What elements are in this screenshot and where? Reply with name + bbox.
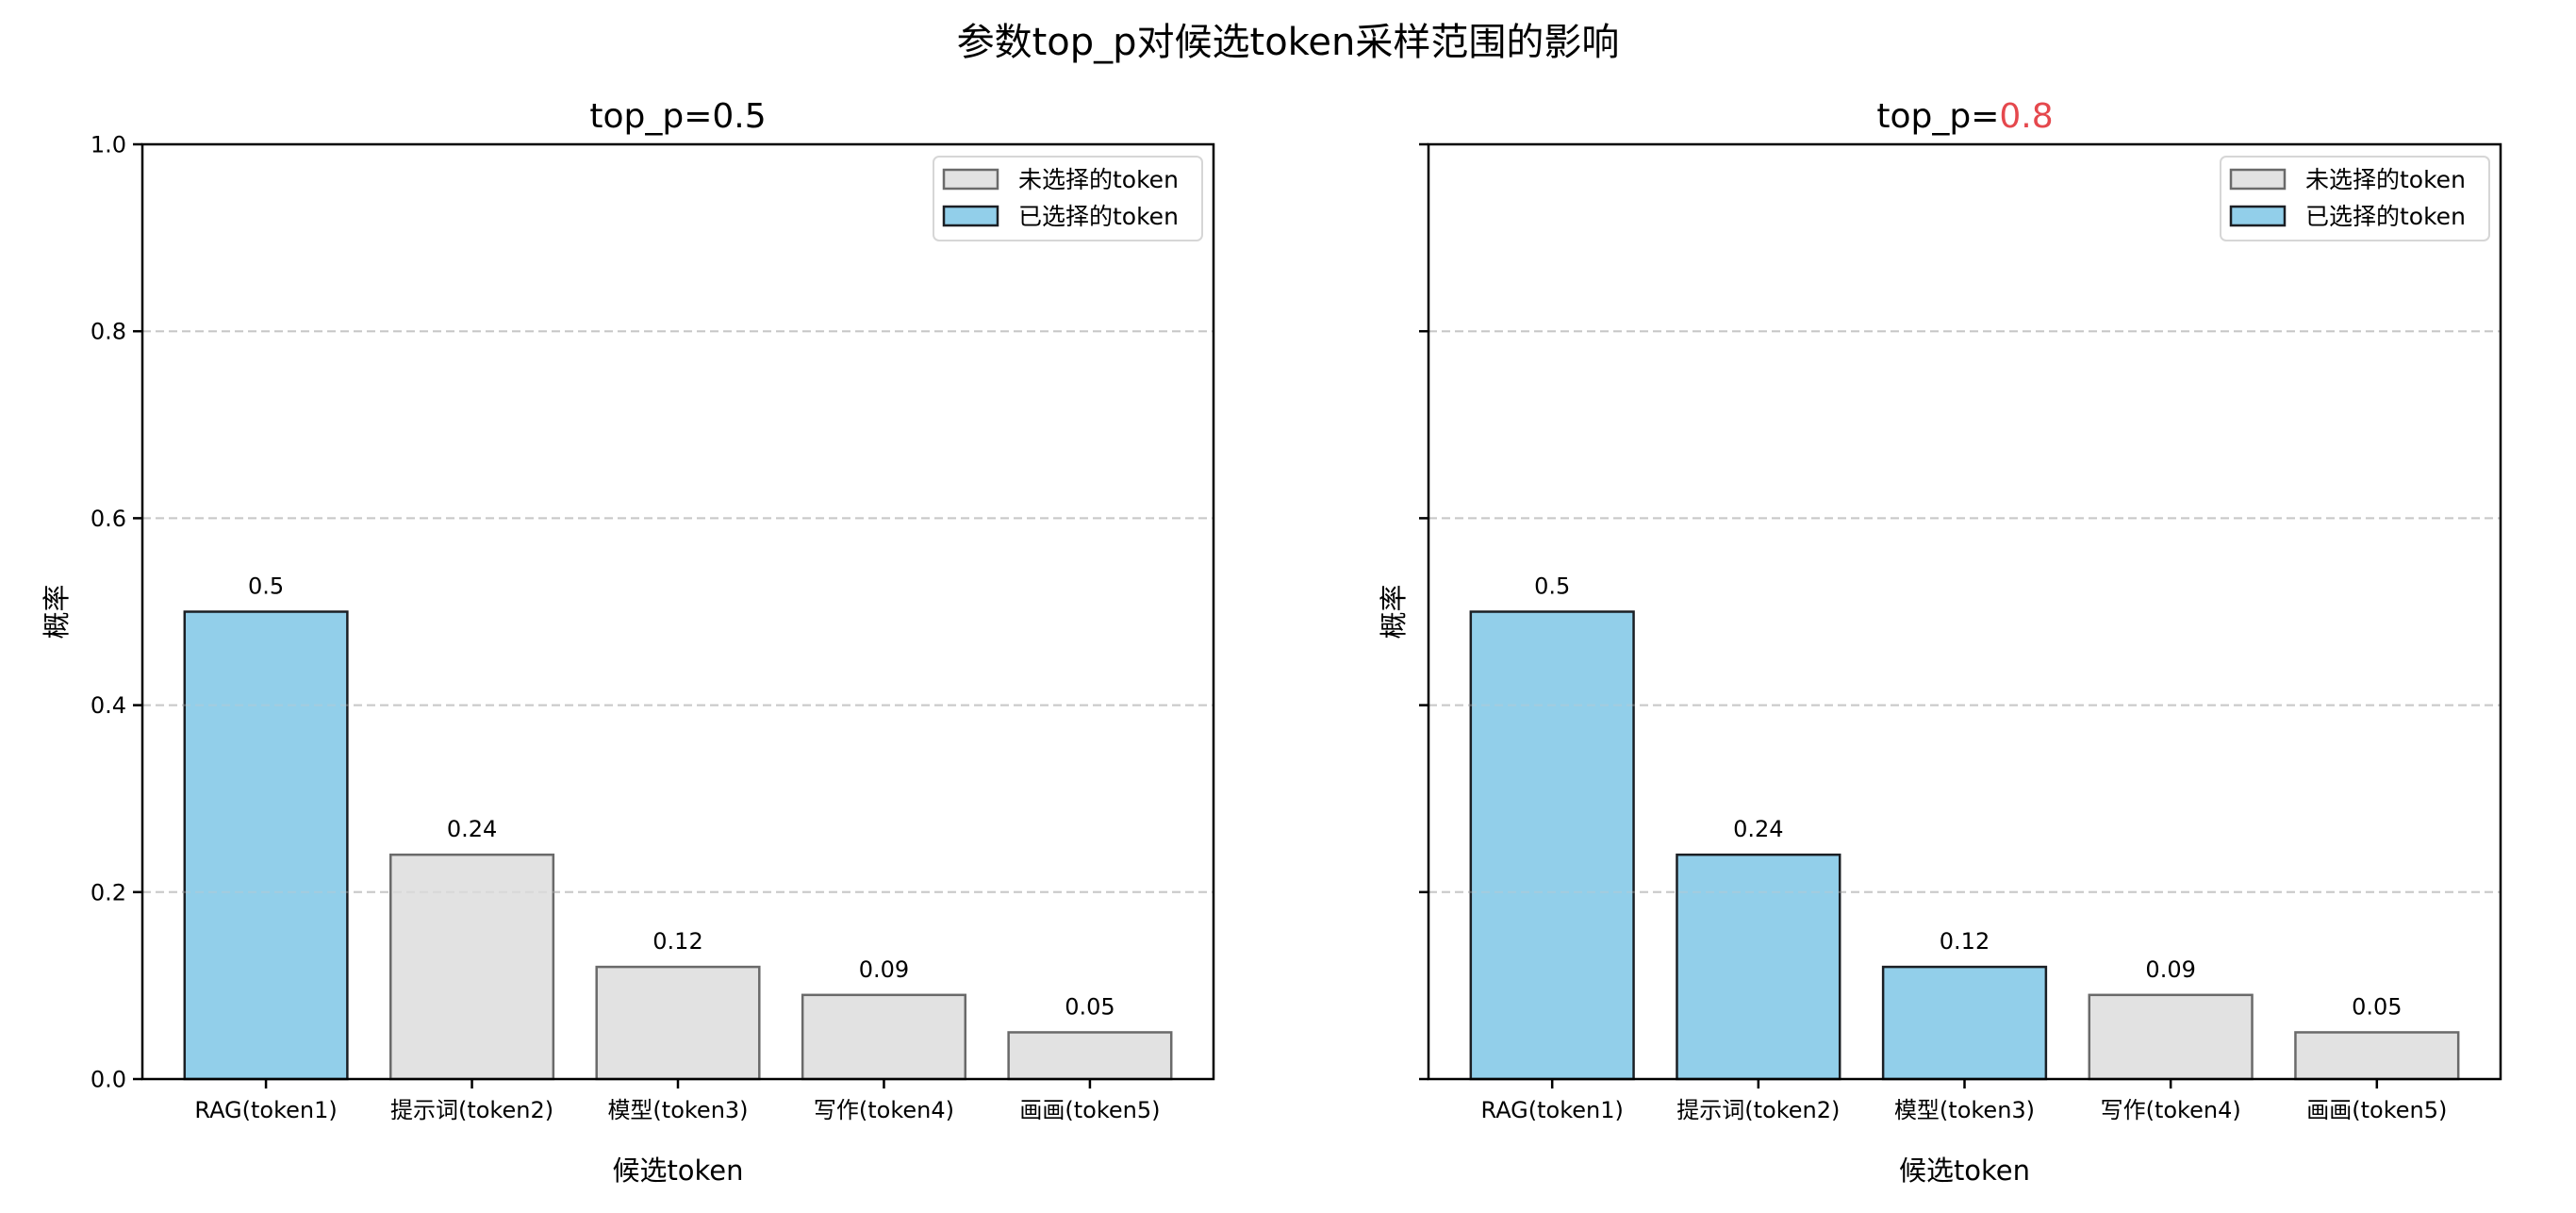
bar-unselected	[2088, 993, 2254, 1081]
bar-value-label: 0.24	[447, 816, 497, 842]
bar: 0.09	[2088, 956, 2254, 1081]
x-tick-label: 画画(token5)	[1019, 1097, 1160, 1123]
x-tick-label: 模型(token3)	[1894, 1097, 2035, 1123]
bar-unselected	[595, 965, 761, 1081]
x-tick-label: 写作(token4)	[2101, 1097, 2241, 1123]
y-tick-label: 0.2	[91, 879, 126, 906]
figure-title: 参数top_p对候选token采样范围的影响	[957, 21, 1620, 64]
y-tick-label: 0.0	[91, 1067, 126, 1093]
y-axis-label: 概率	[1378, 584, 1410, 639]
bar-value-label: 0.5	[248, 573, 284, 600]
bar: 0.24	[1676, 816, 1841, 1081]
bar-selected	[1881, 965, 2048, 1081]
x-axis-ticks: RAG(token1) 提示词(token2) 模型(token3) 写作(token…	[194, 1079, 1160, 1123]
legend-patch-unselected	[942, 168, 999, 191]
bar-value-label: 0.12	[1940, 928, 1990, 955]
bar-value-label: 0.24	[1733, 816, 1783, 842]
x-tick-label: 模型(token3)	[607, 1097, 748, 1123]
subplot-title: top_p=0.8	[1876, 97, 2053, 136]
x-axis-label: 候选token	[1899, 1155, 2030, 1187]
bar-unselected	[801, 993, 967, 1081]
bar-value-label: 0.05	[1065, 993, 1115, 1020]
bar-selected	[1469, 610, 1635, 1081]
bar-unselected	[388, 853, 555, 1081]
bar: 0.5	[183, 573, 349, 1081]
bar-selected	[183, 610, 349, 1081]
bar: 0.05	[2294, 993, 2460, 1081]
legend-patch-selected	[2229, 205, 2287, 227]
subplot-title: top_p=0.5	[589, 97, 766, 136]
y-axis-label: 概率	[41, 584, 73, 639]
x-tick-label: 提示词(token2)	[1676, 1097, 1840, 1123]
legend-label-unselected: 未选择的token	[2305, 166, 2466, 193]
bar: 0.24	[388, 816, 555, 1081]
y-tick-label: 0.6	[91, 506, 126, 532]
legend-patch-unselected	[2229, 168, 2287, 191]
bar: 0.5	[1469, 573, 1635, 1081]
subplot-top-p-0-5: top_p=0.5 0.50.240.120.090.05 0.00.20.40…	[41, 97, 1215, 1187]
x-axis-label: 候选token	[612, 1155, 743, 1187]
legend-patch-selected	[942, 205, 999, 227]
bar-series: 0.5 0.24 0.12 0.09 0.05	[1469, 573, 2460, 1081]
y-tick-label: 0.4	[91, 692, 126, 719]
bar: 0.12	[595, 928, 761, 1081]
y-gridlines-overlay	[142, 330, 1214, 893]
y-gridlines-overlay	[1428, 330, 2501, 893]
bar-value-label: 0.5	[1534, 573, 1570, 600]
bar-series: 0.5 0.24 0.12 0.09 0.05	[183, 573, 1173, 1081]
legend-label-unselected: 未选择的token	[1018, 166, 1179, 193]
legend: 未选择的token 已选择的token	[933, 156, 1203, 241]
x-tick-label: 提示词(token2)	[390, 1097, 553, 1123]
bar: 0.12	[1881, 928, 2048, 1081]
legend-box	[2220, 156, 2490, 241]
legend-label-selected: 已选择的token	[2305, 203, 2466, 230]
x-axis-ticks: RAG(token1) 提示词(token2) 模型(token3) 写作(token…	[1480, 1079, 2447, 1123]
bar-value-label: 0.09	[2145, 956, 2195, 983]
subplot-top-p-0-8: top_p=0.8 0.5 0.24 0.12 0.09 0.05 RAG(token1…	[1378, 97, 2502, 1187]
bar-value-label: 0.12	[652, 928, 702, 955]
bar-value-label: 0.05	[2352, 993, 2402, 1020]
y-tick-label: 0.8	[91, 319, 126, 345]
x-tick-label: RAG(token1)	[1480, 1097, 1623, 1123]
bar-selected	[1676, 853, 1841, 1081]
bar: 0.09	[801, 956, 967, 1081]
legend-box	[933, 156, 1203, 241]
legend: 未选择的token 已选择的token	[2220, 156, 2490, 241]
y-axis-ticks	[1419, 142, 1428, 1081]
x-tick-label: 写作(token4)	[814, 1097, 954, 1123]
x-tick-label: RAG(token1)	[194, 1097, 337, 1123]
y-tick-label: 1.0	[91, 132, 126, 158]
x-tick-label: 画画(token5)	[2306, 1097, 2447, 1123]
bar-unselected	[1007, 1031, 1173, 1081]
legend-label-selected: 已选择的token	[1018, 203, 1179, 230]
bar-unselected	[2294, 1031, 2460, 1081]
bar-value-label: 0.09	[859, 956, 909, 983]
bar: 0.05	[1007, 993, 1173, 1081]
y-axis-ticks: 0.0 0.2 0.4 0.6 0.8 1.0	[91, 132, 142, 1093]
